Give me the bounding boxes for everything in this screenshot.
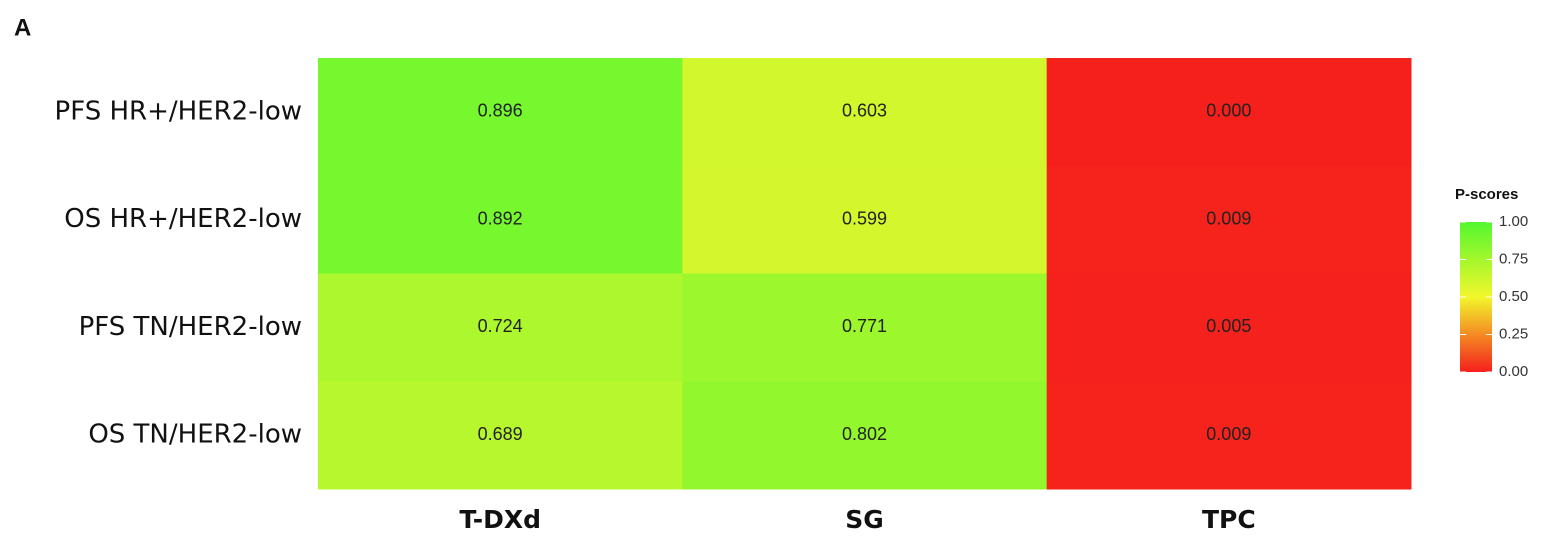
heatmap-cell	[318, 58, 683, 167]
heatmap-cell	[682, 273, 1048, 382]
colorbar-tick-label: 0.00	[1499, 363, 1528, 380]
row-label: PFS HR+/HER2-low	[55, 96, 302, 126]
heatmap-cell	[1046, 273, 1412, 382]
row-label: OS HR+/HER2-low	[64, 204, 302, 234]
heatmap-cell	[1046, 58, 1412, 167]
heatmap-cell	[1046, 165, 1412, 274]
cell-label: 0.603	[842, 101, 887, 121]
cell-label: 0.000	[1206, 101, 1251, 121]
cell-label: 0.689	[478, 424, 523, 444]
colorbar-tick-label: 0.50	[1499, 288, 1528, 305]
cell-label: 0.771	[842, 316, 887, 336]
colorbar-tick-label: 0.75	[1499, 250, 1528, 267]
column-label: SG	[845, 505, 884, 534]
heatmap-cell	[318, 165, 683, 274]
heatmap-cell	[1046, 381, 1412, 490]
cell-label: 0.892	[478, 208, 523, 228]
legend-title: P-scores	[1455, 186, 1518, 203]
row-label: PFS TN/HER2-low	[79, 312, 302, 342]
colorbar-tick-label: 1.00	[1499, 213, 1528, 230]
column-label: TPC	[1202, 505, 1256, 534]
cell-label: 0.599	[842, 208, 887, 228]
cell-label: 0.802	[842, 424, 887, 444]
cell-label: 0.896	[478, 101, 523, 121]
cell-label: 0.724	[478, 316, 523, 336]
cell-label: 0.009	[1206, 424, 1251, 444]
heatmap-cell	[682, 381, 1048, 490]
colorbar-tick-label: 0.25	[1499, 325, 1528, 342]
heatmap-cell	[682, 165, 1048, 274]
panel-label: A	[14, 14, 31, 41]
cell-label: 0.009	[1206, 208, 1251, 228]
cell-label: 0.005	[1206, 316, 1251, 336]
column-label: T-DXd	[459, 505, 541, 534]
heatmap-cell	[318, 273, 683, 382]
heatmap-cell	[318, 381, 683, 490]
row-label: OS TN/HER2-low	[88, 420, 302, 450]
heatmap-cell	[682, 58, 1048, 167]
